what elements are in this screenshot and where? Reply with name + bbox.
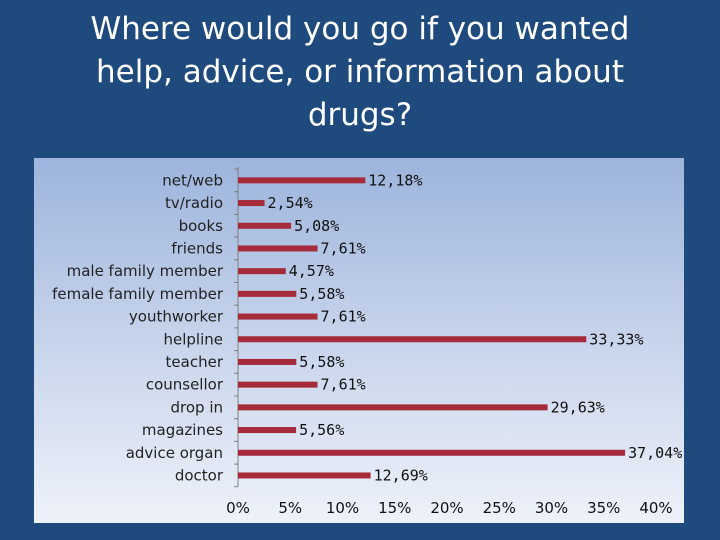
- category-label: advice organ: [126, 444, 223, 462]
- bar: [238, 245, 318, 252]
- x-tick-label: 0%: [226, 499, 250, 517]
- x-tick-label: 35%: [587, 499, 620, 517]
- x-tick-label: 5%: [278, 499, 302, 517]
- bar: [238, 290, 297, 297]
- category-label: books: [179, 217, 224, 235]
- category-label: drop in: [171, 398, 224, 416]
- bar: [238, 472, 371, 479]
- bar: [238, 200, 265, 207]
- category-label: friends: [171, 239, 223, 257]
- x-tick-label: 15%: [378, 499, 411, 517]
- x-tick-label: 10%: [326, 499, 359, 517]
- bar: [238, 268, 286, 275]
- data-label: 5,08%: [294, 217, 339, 235]
- data-label: 5,58%: [299, 285, 344, 303]
- bar: [238, 222, 292, 229]
- chart-panel: net/web 12,18% tv/radio 2,54% books 5,08% frie…: [34, 158, 684, 523]
- bar: [238, 313, 318, 320]
- data-label: 5,58%: [299, 353, 344, 371]
- slide-title: Where would you go if you wanted help, a…: [90, 11, 630, 133]
- bar: [238, 336, 587, 343]
- data-label: 29,63%: [551, 398, 605, 416]
- data-label: 7,61%: [321, 308, 366, 326]
- data-label: 7,61%: [321, 376, 366, 394]
- category-label: tv/radio: [165, 194, 223, 212]
- bar: [238, 177, 366, 184]
- bar-chart: net/web 12,18% tv/radio 2,54% books 5,08% frie…: [52, 167, 682, 517]
- category-label: teacher: [166, 353, 224, 371]
- bar: [238, 404, 548, 411]
- x-tick-label: 40%: [639, 499, 672, 517]
- x-tick-label: 20%: [430, 499, 463, 517]
- bar: [238, 427, 297, 434]
- data-label: 12,69%: [374, 466, 428, 484]
- data-label: 7,61%: [321, 239, 366, 257]
- data-label: 12,18%: [368, 171, 422, 189]
- data-label: 2,54%: [268, 194, 313, 212]
- data-label: 5,56%: [299, 421, 344, 439]
- category-label: male family member: [67, 262, 224, 280]
- category-label: female family member: [52, 285, 224, 303]
- category-label: net/web: [162, 171, 223, 189]
- bar: [238, 449, 626, 456]
- category-label: counsellor: [146, 376, 224, 394]
- category-label: magazines: [142, 421, 223, 439]
- category-label: doctor: [175, 466, 224, 484]
- category-label: helpline: [164, 330, 224, 348]
- x-tick-label: 30%: [535, 499, 568, 517]
- data-label: 33,33%: [589, 330, 643, 348]
- data-label: 4,57%: [289, 262, 334, 280]
- bar: [238, 358, 297, 365]
- data-label: 37,04%: [628, 444, 682, 462]
- category-label: youthworker: [129, 308, 224, 326]
- x-tick-label: 25%: [483, 499, 516, 517]
- bar: [238, 381, 318, 388]
